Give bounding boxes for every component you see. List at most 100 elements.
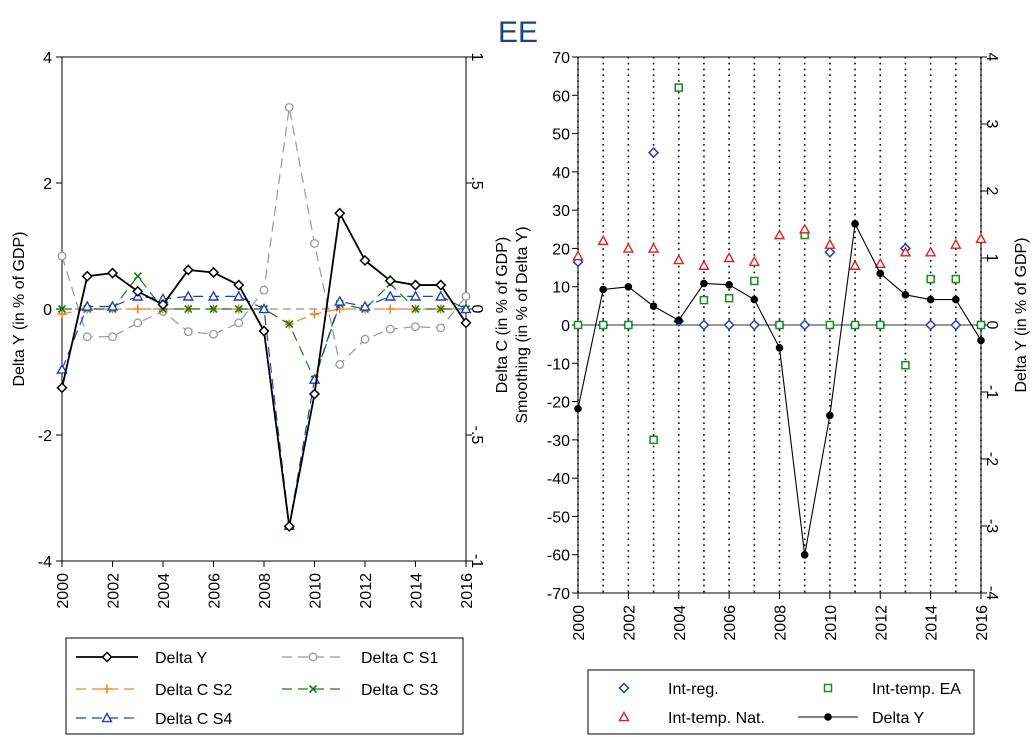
y-tick-label-left: 2 [43, 176, 52, 193]
legend-marker [308, 684, 318, 694]
y-tick-label-left: -30 [547, 433, 570, 450]
figure-title: EE [498, 16, 538, 49]
y-axis-label-line1: Delta C (in % of GDP) [494, 237, 511, 393]
data-point [950, 238, 962, 249]
data-point [359, 300, 371, 311]
data-point [184, 304, 193, 314]
data-point [56, 363, 68, 374]
x-tick-label: 2000 [55, 573, 72, 609]
data-point [775, 320, 784, 330]
data-point [824, 246, 836, 258]
data-point [436, 304, 445, 314]
data-point [283, 520, 295, 532]
data-point [673, 253, 685, 265]
data-point [334, 207, 346, 219]
data-point [624, 283, 633, 291]
y-tick-label-left: 0 [43, 302, 52, 319]
legend-entry: Delta Y [798, 710, 925, 727]
y-tick-label-left: -50 [547, 509, 570, 526]
y-tick-label-left: 4 [43, 50, 52, 67]
y-tick-label-right: .5 [468, 176, 485, 189]
data-point [773, 229, 786, 240]
data-point [850, 320, 860, 330]
x-tick-label: 2010 [823, 605, 840, 641]
y-tick-label-right: 4 [983, 53, 1000, 62]
x-tick-label: 2016 [459, 573, 476, 609]
data-point [258, 325, 270, 337]
data-point [182, 290, 194, 301]
data-point [157, 299, 169, 311]
data-point [460, 303, 472, 314]
data-point [851, 220, 859, 228]
left-chart: -4 -2 0 2 4 -1 -.5 0 .5 1 2000 2002 2004 2006 2008 2010… [11, 50, 485, 609]
data-point [825, 320, 835, 330]
x-tick-label: 2010 [308, 573, 325, 609]
data-point [826, 411, 834, 420]
data-point [977, 336, 985, 345]
data-point [674, 316, 683, 325]
legend-marker [308, 652, 318, 662]
legend-entry: Delta C S3 [282, 682, 438, 699]
data-point [435, 279, 447, 291]
data-point [950, 319, 962, 331]
data-point [207, 290, 220, 301]
data-point [234, 304, 243, 314]
x-tick-label: 2004 [672, 605, 689, 641]
data-point [56, 382, 68, 394]
y-tick-label-left: -4 [38, 554, 52, 571]
data-point [284, 102, 294, 112]
y-tick-label-left: 10 [552, 280, 570, 297]
data-point [724, 293, 734, 303]
legend-entry: Delta Y [76, 650, 208, 667]
legend-label: Delta C S1 [361, 650, 438, 667]
data-point [800, 551, 809, 559]
y-axis-label-line2: Smoothing (in % of Delta Y) [514, 226, 531, 423]
data-point [183, 327, 193, 337]
right-chart: -70-60-50-40-30-20-10010203040506070-4-3… [494, 50, 1030, 641]
data-point [674, 83, 683, 92]
legend-label: Delta C S4 [155, 711, 232, 728]
data-point [385, 324, 395, 334]
data-point [57, 251, 67, 261]
data-point [901, 291, 910, 299]
legend-entry: Int-temp. EA [823, 681, 961, 698]
x-tick-label: 2014 [409, 573, 426, 609]
legend-marker [101, 651, 113, 663]
legend-box [587, 669, 975, 735]
x-tick-label: 2002 [106, 573, 123, 609]
data-point [409, 290, 422, 301]
y-tick-label-left: -40 [547, 471, 570, 488]
x-tick-label: 2016 [974, 605, 991, 641]
y-tick-label-left: -2 [38, 428, 52, 445]
data-point [976, 320, 986, 330]
legend-label: Delta Y [872, 710, 925, 727]
data-point [233, 279, 245, 291]
data-point [259, 285, 269, 295]
data-point [334, 295, 346, 306]
data-point [108, 332, 117, 342]
data-point [748, 319, 760, 331]
y-tick-label-right: -1 [983, 385, 1000, 399]
legend-marker [618, 711, 630, 722]
data-point [723, 252, 735, 263]
data-point [384, 275, 396, 287]
data-point [700, 279, 708, 288]
y-tick-label-right: 1 [983, 254, 1000, 263]
right-legend: Int-reg. Int-temp. EA Int-temp. Nat. Delta … [587, 669, 975, 735]
x-tick-label: 2006 [207, 573, 224, 609]
legend-entry: Int-temp. Nat. [618, 710, 765, 727]
y-tick-label-left: 30 [552, 203, 570, 220]
data-point [133, 318, 143, 328]
data-point [874, 257, 886, 269]
data-point [572, 250, 584, 261]
data-point [409, 279, 422, 291]
data-point [952, 295, 960, 304]
y-tick-label-right: 0 [983, 321, 1000, 330]
y-tick-label-left: -70 [547, 586, 570, 603]
y-tick-label-left: -10 [547, 356, 570, 373]
x-tick-label: 2008 [257, 573, 274, 609]
data-point [285, 320, 294, 329]
legend-label: Delta C S2 [155, 682, 232, 699]
series-int-temp-nat- [572, 223, 987, 270]
